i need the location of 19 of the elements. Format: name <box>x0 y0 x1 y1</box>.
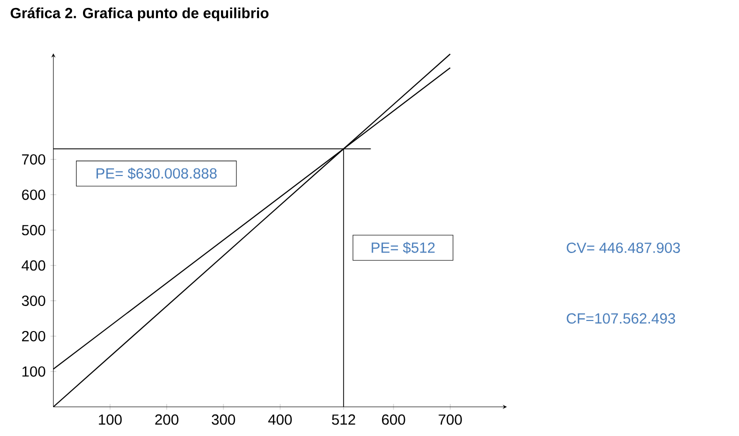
y-tick-label: 200 <box>22 330 46 342</box>
annotation: PE= $630.008.888 <box>96 168 217 180</box>
x-tick-label: 300 <box>212 414 236 425</box>
x-tick-label: 200 <box>155 414 178 425</box>
y-tick-label: 300 <box>22 296 46 306</box>
x-tick-label: 700 <box>438 414 462 425</box>
y-tick-label: 700 <box>22 154 46 165</box>
annotation: PE= $512 <box>372 242 435 254</box>
chart-title: Gráfica 2. Grafica punto de equilibrio <box>10 7 268 22</box>
y-tick-label: 600 <box>22 189 46 200</box>
x-tick-label: 100 <box>98 414 122 425</box>
y-tick-label: 500 <box>22 224 46 236</box>
y-tick-label: 400 <box>22 260 46 271</box>
text: CV= 446.487.903 <box>566 242 680 253</box>
x-tick-label: 400 <box>268 414 292 425</box>
y-tick-label: 100 <box>22 366 46 377</box>
text: CF=107.562.493 <box>566 313 676 324</box>
x-tick-label: 600 <box>382 414 406 425</box>
x-tick-label: 512 <box>332 414 356 425</box>
